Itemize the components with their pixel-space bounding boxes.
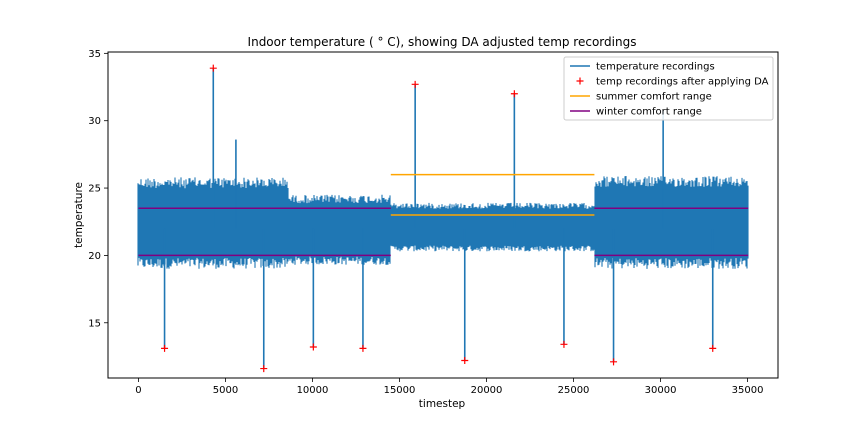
- da-marker-9: [610, 358, 618, 366]
- da-marker-7: [510, 90, 518, 98]
- y-tick-label-2: 25: [88, 184, 101, 195]
- plot-area: [137, 64, 749, 373]
- da-marker-6: [461, 356, 469, 364]
- da-marker-10: [709, 344, 717, 352]
- x-tick-label-5: 25000: [558, 385, 590, 396]
- x-tick-label-4: 20000: [471, 385, 503, 396]
- legend-swatch-da: [576, 77, 584, 85]
- legend: temperature recordings temp recordings af…: [563, 56, 774, 121]
- temperature-series-line: [137, 176, 749, 269]
- da-marker-4: [359, 344, 367, 352]
- legend-label-winter: winter comfort range: [596, 107, 702, 118]
- axes-frame: [107, 51, 779, 379]
- legend-box: [563, 56, 774, 121]
- da-marker-8: [560, 340, 568, 348]
- da-marker-1: [209, 64, 217, 72]
- legend-label-summer: summer comfort range: [596, 92, 712, 103]
- x-axis-label: timestep: [419, 398, 466, 410]
- y-tick-label-0: 15: [88, 318, 101, 329]
- da-marker-3: [309, 343, 317, 351]
- x-tick-label-6: 30000: [645, 385, 677, 396]
- x-tick-label-2: 10000: [297, 385, 329, 396]
- legend-label-temperature: temperature recordings: [596, 62, 715, 73]
- x-tick-label-7: 35000: [732, 385, 764, 396]
- legend-label-da: temp recordings after applying DA: [596, 77, 769, 88]
- y-tick-label-1: 20: [88, 251, 101, 262]
- x-tick-label-0: 0: [135, 385, 141, 396]
- axis-ticks: 0 5000 10000 15000 20000 25000 30000 35000 15 20 2…: [88, 49, 763, 396]
- y-tick-label-3: 30: [88, 116, 101, 127]
- da-marker-5: [411, 80, 419, 88]
- da-marker-2: [260, 365, 268, 373]
- da-marker-0: [161, 344, 169, 352]
- chart-title: Indoor temperature ( ° C), showing DA ad…: [248, 35, 637, 49]
- y-tick-label-4: 35: [88, 49, 101, 60]
- x-tick-label-3: 15000: [384, 385, 416, 396]
- x-tick-label-1: 5000: [213, 385, 238, 396]
- y-axis-label: temperature: [73, 182, 85, 248]
